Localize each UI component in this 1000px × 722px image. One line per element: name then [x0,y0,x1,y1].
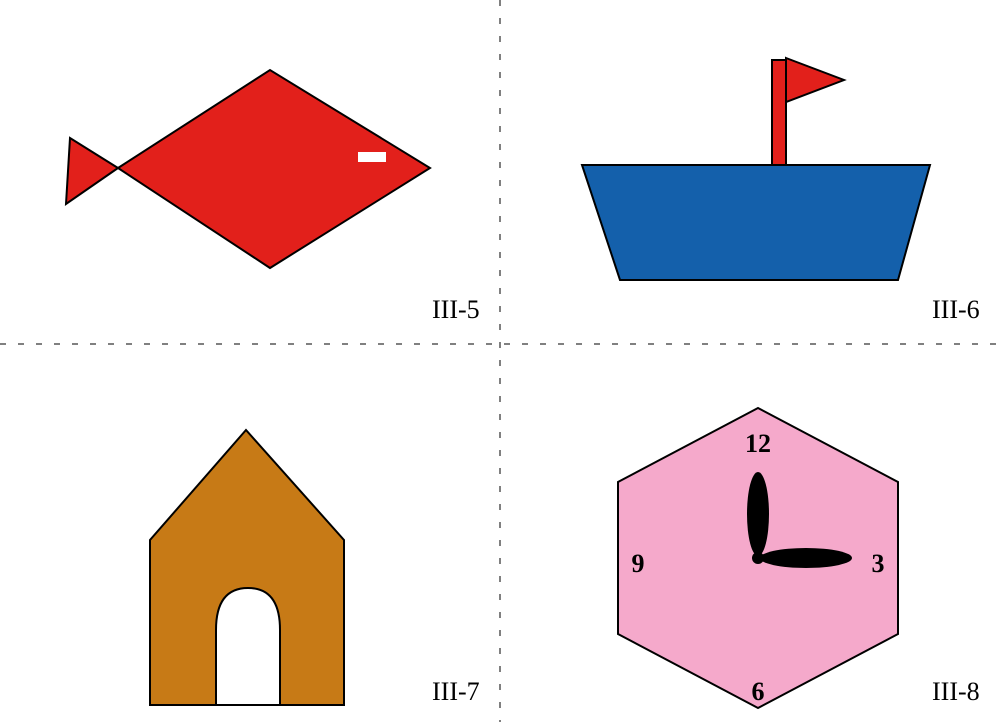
fish-eye [358,152,386,162]
boat-mast [772,60,786,165]
fish-body [118,70,430,268]
clock-numeral-12: 12 [745,429,771,458]
fish-tail [66,138,118,204]
panel-fish [66,70,430,268]
label-iii-5: III-5 [432,295,480,324]
clock-pivot [752,552,764,564]
label-iii-6: III-6 [932,295,980,324]
label-iii-8: III-8 [932,677,980,706]
boat-hull [582,165,930,280]
clock-hour-hand [747,472,769,556]
clock-numeral-9: 9 [632,549,645,578]
panel-house [150,430,344,705]
house-door [216,588,280,705]
clock-minute-hand [760,548,852,568]
boat-flag [786,58,844,102]
panel-boat [582,58,930,280]
panel-clock: 12 3 6 9 [618,408,898,708]
clock-numeral-3: 3 [872,549,885,578]
label-iii-7: III-7 [432,677,480,706]
clock-numeral-6: 6 [752,677,765,706]
